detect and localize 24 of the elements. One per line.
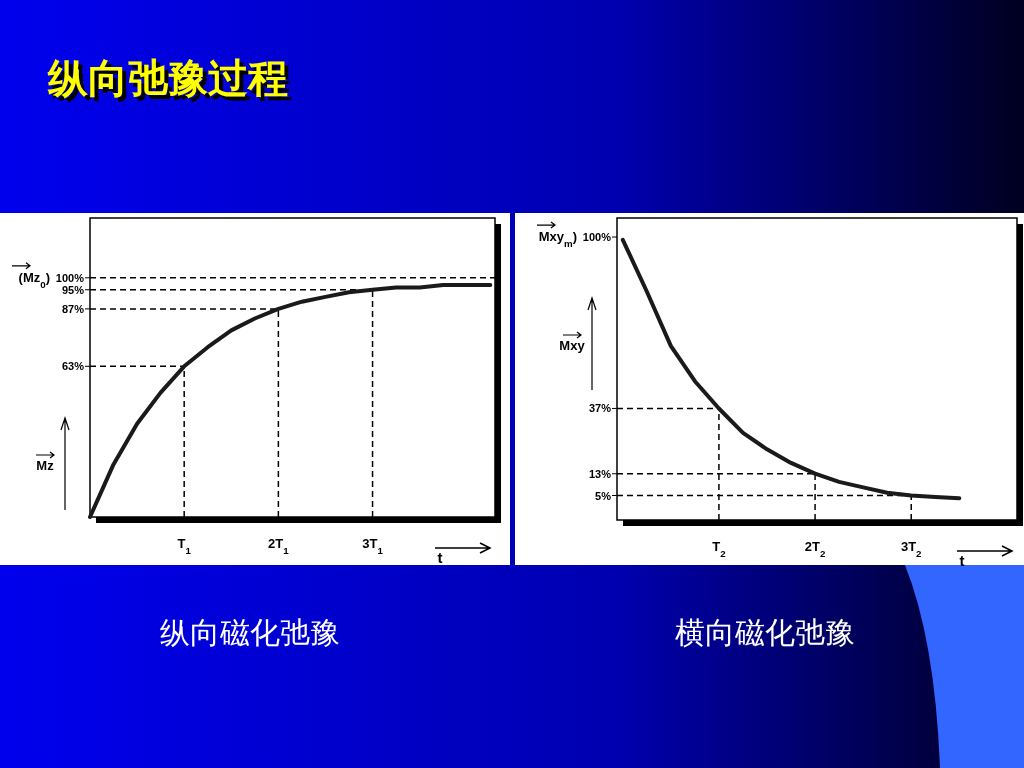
x-tick-label: 2T$_{1}$ — [268, 536, 290, 556]
y-tick-label: 95% — [61, 283, 85, 296]
y-tick-label: 37% — [588, 402, 612, 415]
text: 纵向磁化弛豫 — [160, 616, 340, 649]
line-series — [88, 283, 493, 519]
x-axis-title: t — [437, 549, 443, 566]
y-tick-label: 100% — [582, 231, 612, 244]
text: 横向磁化弛豫 — [674, 616, 855, 649]
x-tick-label: T$_{2}$ — [712, 539, 727, 559]
x-tick-label: T$_{1}$ — [177, 536, 192, 556]
y-tick-label: 63% — [61, 360, 85, 373]
x-tick-label: 3T$_{1}$ — [362, 536, 384, 556]
y-axis-title: Mz — [36, 458, 55, 473]
x-axis-title: t — [959, 552, 965, 569]
x-tick-label: 3T$_{2}$ — [900, 539, 923, 559]
y-tick-label: 13% — [588, 467, 612, 480]
line-series — [620, 237, 962, 501]
y-tick-label: 5% — [595, 489, 612, 502]
y-tick-label: 100% — [55, 271, 85, 284]
y-axis-title: Mxy — [559, 338, 586, 353]
text: Mxy$_{m}$) — [538, 229, 577, 249]
x-tick-label: 2T$_{2}$ — [804, 539, 826, 559]
y-tick-label: 87% — [61, 302, 85, 315]
text: (Mz$_{0}$) — [18, 269, 50, 290]
